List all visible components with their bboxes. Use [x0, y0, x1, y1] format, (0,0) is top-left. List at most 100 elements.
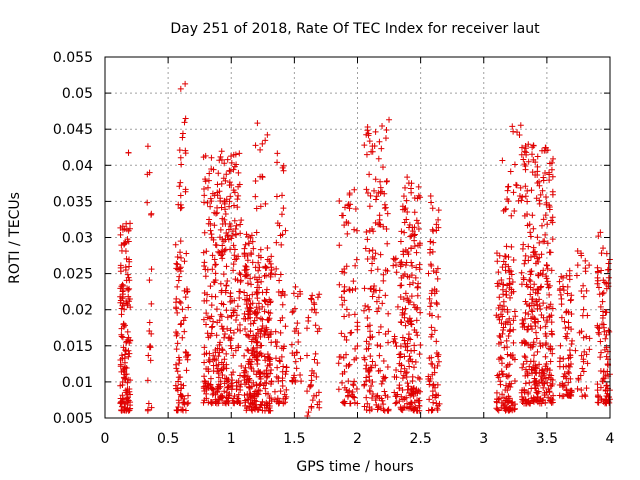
data-point [174, 385, 181, 392]
data-point [182, 188, 189, 195]
data-point [233, 222, 240, 229]
data-point [267, 260, 274, 267]
data-point [411, 231, 418, 238]
data-point [202, 152, 209, 159]
data-point [527, 278, 534, 285]
data-point [147, 357, 154, 364]
y-tick-label: 0.055 [53, 50, 93, 66]
data-point [580, 306, 587, 313]
data-point [119, 334, 126, 341]
data-point [375, 329, 382, 336]
data-point [363, 186, 370, 193]
data-point [308, 404, 315, 411]
data-point [216, 349, 223, 356]
data-point [398, 282, 405, 289]
data-point [369, 379, 376, 386]
data-point [366, 388, 373, 395]
data-point [413, 249, 420, 256]
data-point [374, 406, 381, 413]
data-point [341, 283, 348, 290]
data-point [281, 391, 288, 398]
data-point [340, 354, 347, 361]
data-point [376, 138, 383, 145]
data-point [525, 390, 532, 397]
data-point [530, 244, 537, 251]
data-point [379, 397, 386, 404]
data-point [231, 189, 238, 196]
data-point [503, 291, 510, 298]
data-point [207, 220, 214, 227]
chart-title: Day 251 of 2018, Rate Of TEC Index for r… [170, 21, 540, 37]
data-point [518, 281, 525, 288]
data-point [295, 330, 302, 337]
data-point [366, 407, 373, 414]
data-point [202, 178, 209, 185]
y-tick-label: 0.03 [62, 231, 93, 247]
data-point [177, 238, 184, 245]
data-point [185, 399, 192, 406]
data-point [597, 338, 604, 345]
data-point [364, 124, 371, 131]
data-point [426, 249, 433, 256]
data-point [316, 291, 323, 298]
data-point [564, 391, 570, 398]
data-point [530, 142, 537, 149]
data-point [391, 256, 398, 263]
data-point [273, 343, 280, 350]
data-point [279, 301, 286, 308]
data-point [172, 382, 179, 389]
data-point [536, 397, 543, 404]
data-point [499, 371, 506, 378]
data-point [259, 322, 266, 329]
data-point [549, 173, 556, 180]
data-point [408, 245, 415, 252]
data-point [262, 385, 269, 392]
data-point [246, 334, 253, 341]
data-point [372, 250, 379, 257]
data-point [124, 271, 131, 278]
data-point [375, 221, 382, 228]
data-point [352, 345, 359, 352]
data-point [250, 336, 257, 343]
data-point [509, 123, 516, 130]
data-point [117, 262, 124, 269]
data-point [546, 389, 553, 396]
data-point [277, 388, 284, 395]
data-point [274, 395, 281, 402]
data-point [559, 283, 566, 290]
data-point [218, 359, 225, 366]
data-point [507, 352, 514, 359]
data-point [223, 171, 230, 178]
data-point [535, 286, 542, 293]
data-point [221, 200, 228, 207]
data-point [261, 353, 268, 360]
data-point [495, 305, 502, 312]
data-point [268, 264, 275, 271]
data-point [366, 373, 373, 380]
data-point [510, 339, 517, 346]
data-point [560, 355, 567, 362]
data-point [580, 282, 587, 289]
data-point [347, 330, 354, 337]
data-point [398, 274, 405, 281]
data-point [233, 379, 240, 386]
x-tick-label: 2 [353, 431, 362, 447]
data-point [268, 378, 275, 385]
data-point [253, 356, 260, 363]
data-point [259, 140, 266, 147]
data-point [522, 298, 529, 305]
data-point [427, 238, 434, 245]
data-point [558, 314, 565, 321]
data-point [265, 316, 272, 323]
data-point [122, 371, 129, 378]
data-point [258, 278, 265, 285]
data-point [182, 294, 189, 301]
data-point [294, 293, 301, 300]
data-point [373, 298, 380, 305]
data-point [404, 386, 411, 393]
data-point [183, 349, 190, 356]
data-point [556, 392, 563, 399]
data-point [248, 232, 255, 239]
data-point [545, 386, 552, 393]
data-point [568, 292, 575, 299]
